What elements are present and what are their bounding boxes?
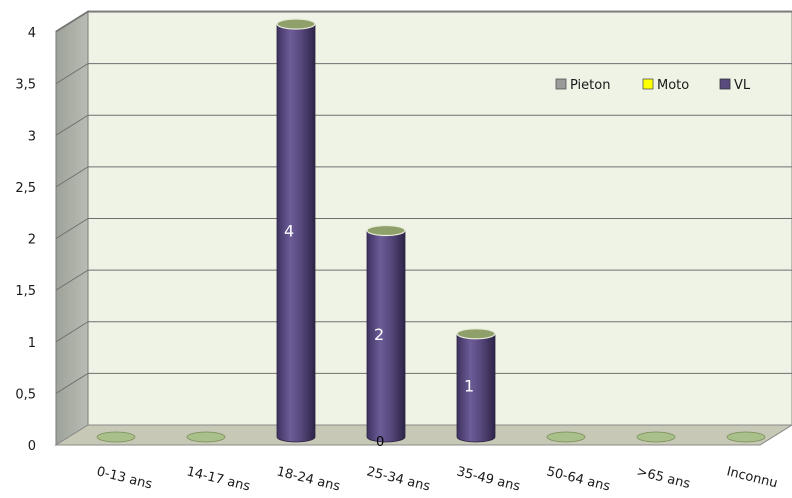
y-tick-label: 1,5 [15, 284, 36, 299]
x-tick-label: 35-49 ans [455, 464, 522, 494]
y-tick-label: 0 [28, 439, 36, 454]
legend-swatch-vl [719, 78, 731, 90]
x-tick-label: 14-17 ans [185, 464, 252, 494]
bar-body [276, 23, 316, 443]
floor [54, 424, 792, 446]
x-tick-label: 18-24 ans [275, 464, 342, 494]
gridline-side [55, 218, 89, 239]
y-tick-label: 4 [28, 26, 36, 41]
legend-label-vl: VL [734, 78, 751, 93]
gridline-side [55, 166, 89, 188]
legend-swatch-moto [642, 78, 654, 90]
bar-body [456, 333, 496, 443]
bar-base-zero [546, 431, 586, 443]
gridline-side [55, 63, 89, 85]
chart-frame [54, 10, 792, 446]
gridline-side [55, 372, 89, 394]
data-label: 1 [464, 376, 474, 395]
y-tick-label: 0,5 [15, 387, 36, 402]
bar-top [456, 328, 496, 340]
y-tick-label: 3,5 [15, 78, 36, 93]
legend-swatch-pieton [555, 78, 567, 90]
y-tick-label: 3 [28, 129, 36, 144]
bar-vl [456, 328, 496, 443]
gridline-side [55, 11, 89, 33]
bar-base-zero [726, 431, 766, 443]
legend: Pieton Moto VL [555, 78, 751, 93]
bar-vl [276, 18, 316, 443]
data-label: 4 [284, 222, 294, 241]
x-tick-label: Inconnu [725, 464, 779, 491]
legend-label-moto: Moto [657, 78, 689, 93]
x-tick-label: 0-13 ans [95, 464, 154, 492]
y-tick-label: 2,5 [15, 181, 36, 196]
bar-vl [366, 224, 406, 443]
y-tick-label: 1 [28, 336, 36, 351]
bar-base-zero [186, 431, 226, 443]
bar-base-zero [636, 431, 676, 443]
bar-top [276, 18, 316, 30]
legend-label-pieton: Pieton [570, 78, 610, 93]
gridline-side [55, 321, 89, 343]
bar-base-zero [96, 431, 136, 443]
data-label-zero: 0 [376, 435, 384, 450]
x-tick-label: 50-64 ans [545, 464, 612, 494]
gridline-side [55, 114, 89, 136]
y-tick-label: 2 [28, 233, 36, 248]
data-label: 2 [374, 325, 384, 344]
gridline-side [55, 269, 89, 291]
x-axis-ticks: 0-13 ans 14-17 ans 18-24 ans 25-34 ans 35-49… [95, 464, 779, 494]
bar-top [366, 224, 406, 237]
bars: 4 2 1 0 [96, 18, 766, 450]
gridlines [55, 11, 792, 394]
x-tick-label: >65 ans [635, 464, 692, 492]
y-axis-ticks: 0 0,5 1 1,5 2 2,5 3 3,5 4 [15, 26, 36, 454]
bar-body [366, 230, 406, 443]
x-tick-label: 25-34 ans [365, 464, 432, 494]
